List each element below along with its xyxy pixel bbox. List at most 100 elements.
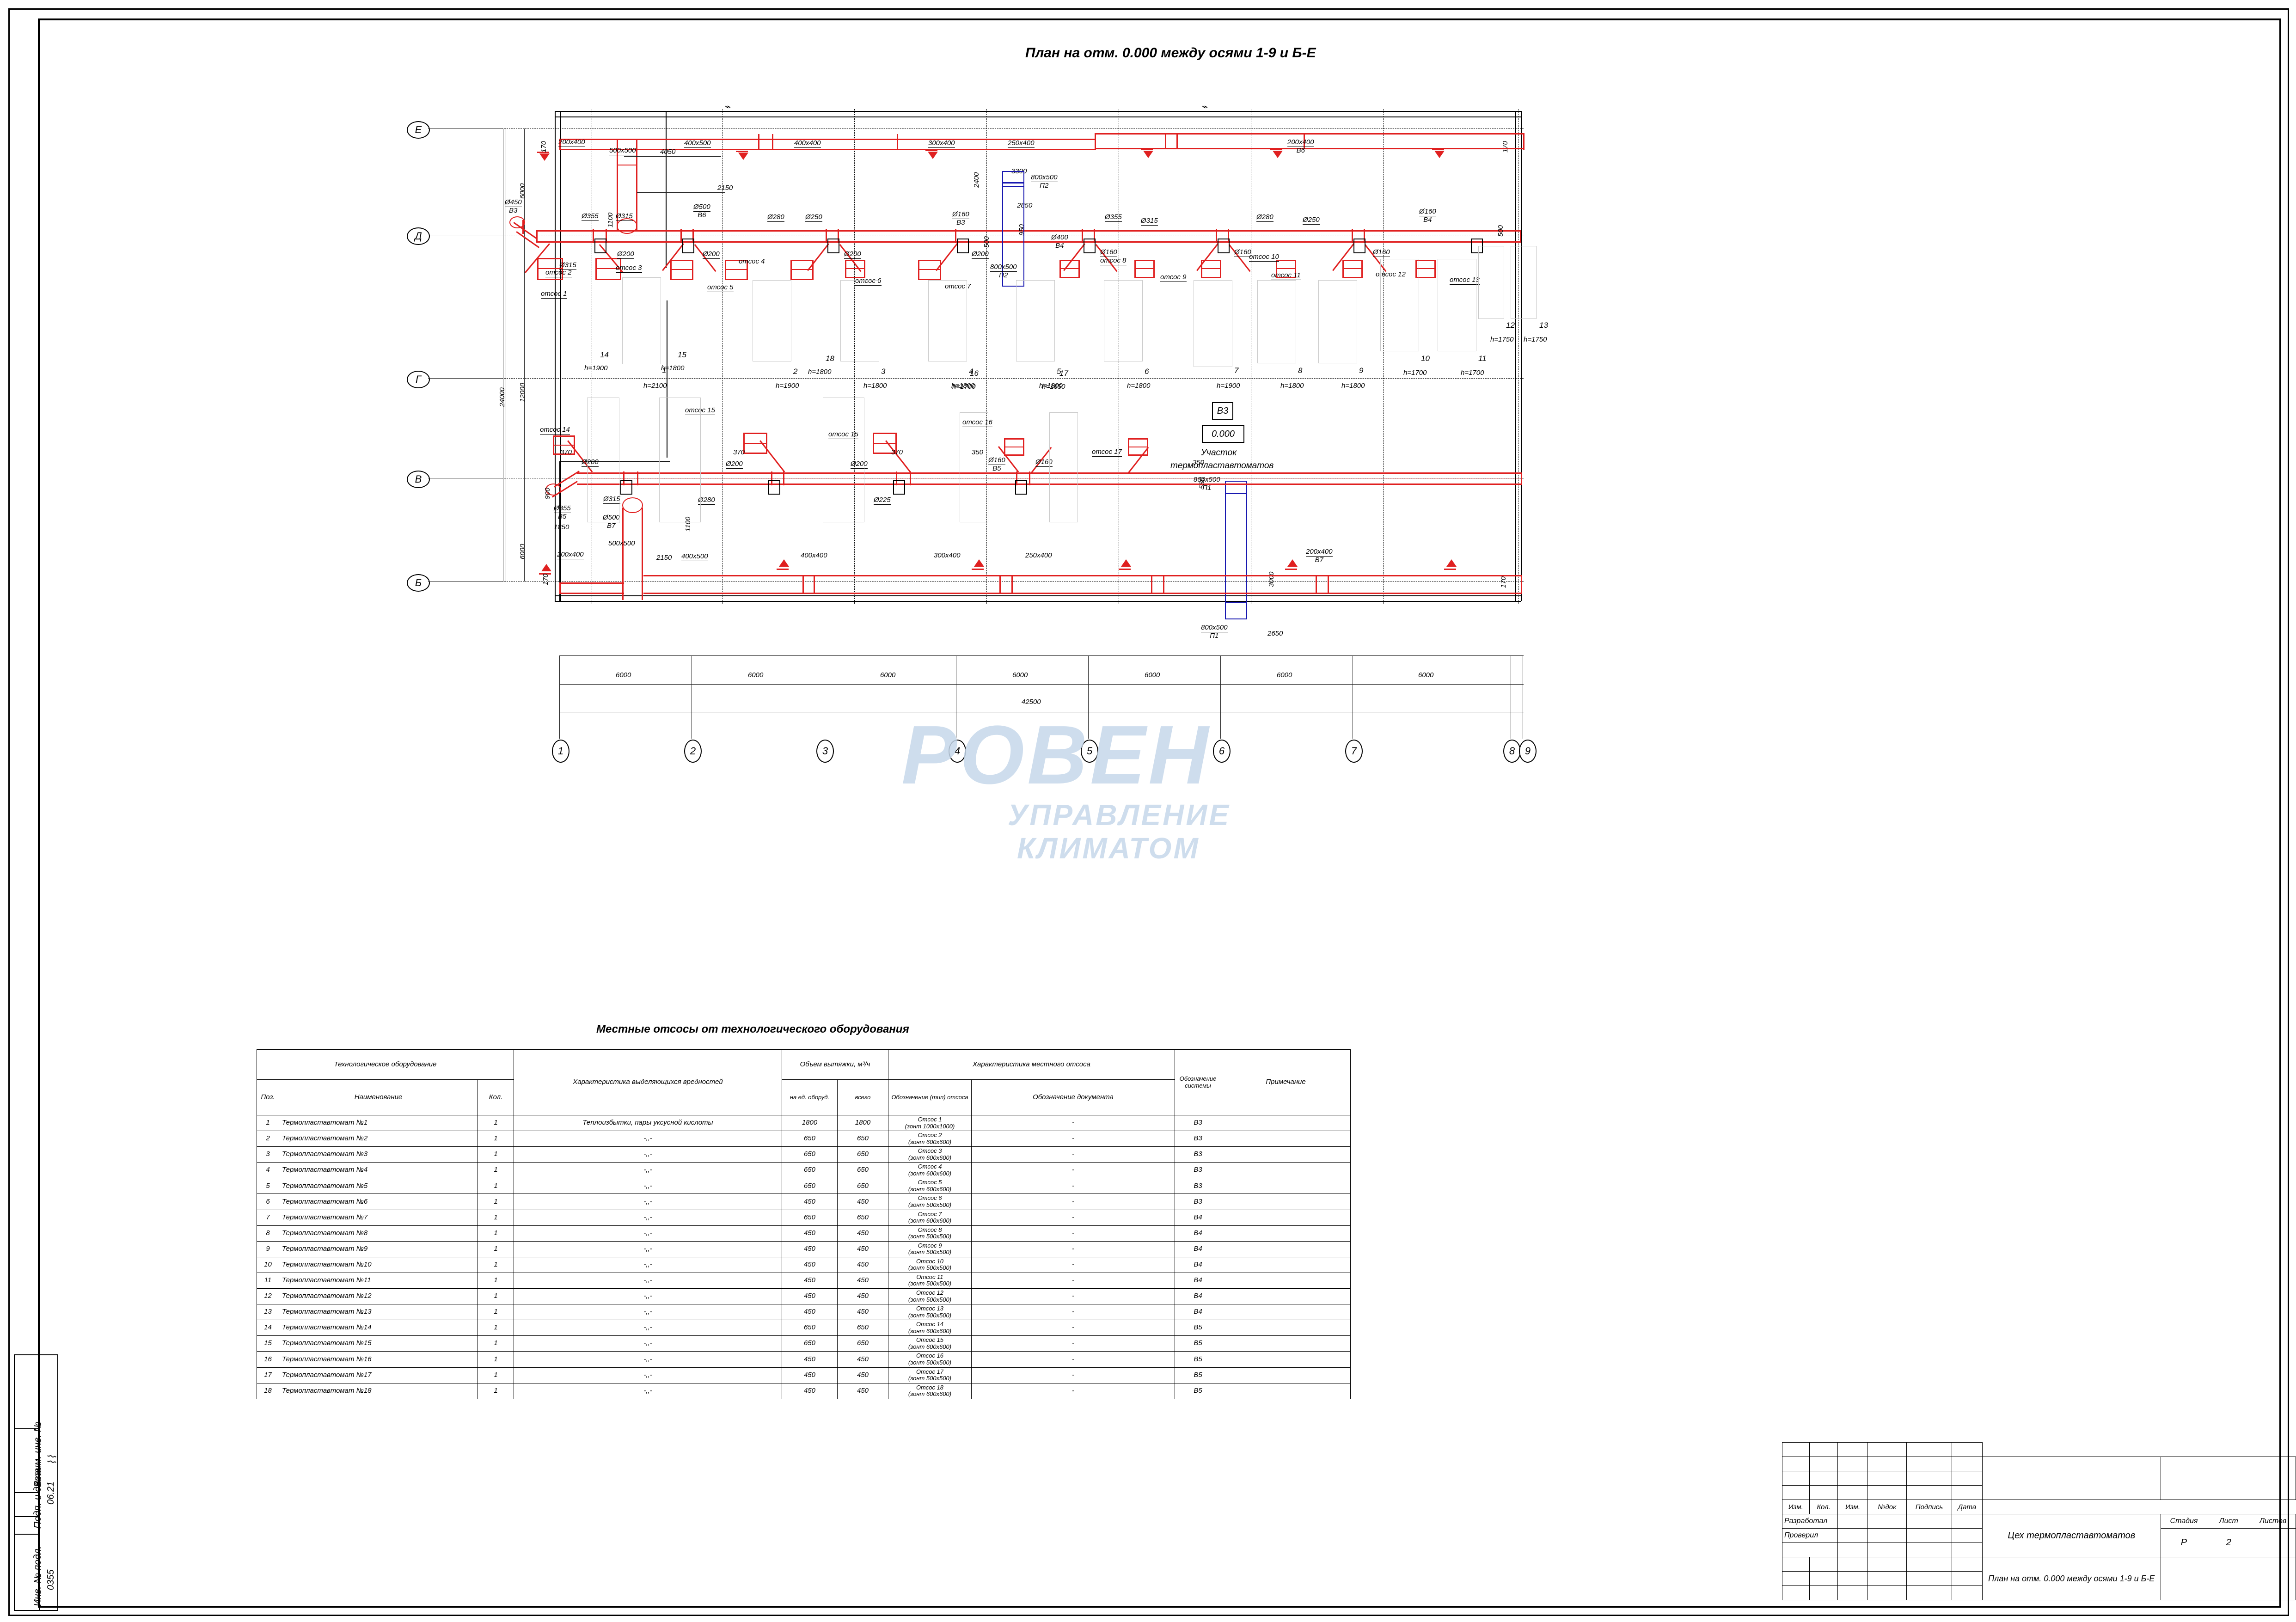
cell-total: 650 (837, 1335, 888, 1352)
duct-system: В6 (1296, 146, 1305, 154)
cell-type: Отсос 3 (зонт 600х600) (888, 1146, 972, 1163)
dim-530: 530 (1198, 477, 1206, 489)
cell-name: Термопластавтомат №3 (279, 1146, 478, 1163)
cell-name: Термопластавтомат №8 (279, 1225, 478, 1242)
cell-doc: - (971, 1209, 1175, 1226)
cell-per-unit: 450 (782, 1256, 838, 1273)
cell-name: Термопластавтомат №18 (279, 1383, 478, 1399)
stage-value: Р (2160, 1528, 2208, 1557)
equipment-h-11: h=1700 (1461, 369, 1484, 377)
sheet-frame-outer (8, 8, 2289, 1616)
duct-label-800x500-p2-top: 800x500 П2 (1031, 173, 1058, 190)
cell-system: В3 (1175, 1131, 1221, 1147)
cell-name: Термопластавтомат №9 (279, 1241, 478, 1257)
duct-label-355-v5: Ø355 В5 (554, 504, 571, 521)
cell-harm: -,,- (514, 1162, 782, 1179)
dim-3000: 3000 (1267, 571, 1275, 587)
equipment-box-8 (1257, 280, 1296, 363)
cell-type: Отсос 18 (зонт 600х600) (888, 1383, 972, 1399)
equipment-num-12: 12 (1506, 321, 1515, 330)
table-row: 15 Термопластавтомат №15 1 -,,- 650 650 Отсос … (257, 1335, 1351, 1352)
cell-doc: - (971, 1131, 1175, 1147)
duct-label-280-a: Ø280 (767, 213, 784, 222)
duct-system: В5 (558, 512, 567, 520)
dim-900: 900 (544, 487, 551, 499)
cell-doc: - (971, 1320, 1175, 1336)
cell-note (1221, 1320, 1351, 1336)
cell-pos: 4 (257, 1162, 279, 1179)
th-local-group: Характеристика местного отсоса (888, 1049, 1175, 1080)
cell-doc: - (971, 1335, 1175, 1352)
hood-8 (1059, 260, 1080, 278)
cell-type-line2: (зонт 500х500) (908, 1280, 952, 1287)
equipment-h-15: h=1800 (661, 364, 685, 372)
cell-name: Термопластавтомат №14 (279, 1320, 478, 1336)
cell-type-line2: (зонт 600х600) (908, 1327, 952, 1334)
callout-otsos-5: отсос 5 (707, 283, 734, 292)
cell-pos: 7 (257, 1209, 279, 1226)
duct-size: Ø160 (1419, 208, 1436, 216)
table-row: 1 Термопластавтомат №1 1 Теплоизбытки, пары… (257, 1114, 1351, 1132)
equipment-h-6: h=1800 (1127, 382, 1151, 390)
cell-total: 450 (837, 1225, 888, 1242)
cell-type-line1: Отсос 10 (916, 1257, 944, 1265)
cell-type-line2: (зонт 600х600) (908, 1390, 952, 1398)
callout-otsos-8: отсос 8 (1100, 257, 1127, 265)
axis-bubble-2: 2 (684, 740, 702, 763)
cell-qty: 1 (478, 1131, 514, 1147)
table-row: 3 Термопластавтомат №3 1 -,,- 650 650 Отсос 3(… (257, 1146, 1351, 1163)
axis-bubble-B: Б (407, 574, 430, 592)
cell-system: В3 (1175, 1194, 1221, 1210)
cell-pos: 14 (257, 1320, 279, 1336)
cell-type-line1: Отсос 9 (918, 1242, 942, 1249)
cell-name: Термопластавтомат №2 (279, 1131, 478, 1147)
cell-note (1221, 1335, 1351, 1352)
equipment-h-3: h=1800 (863, 382, 887, 390)
cell-harm: -,,- (514, 1351, 782, 1368)
equipment-num-18: 18 (826, 354, 834, 363)
duct-size: 800x500 (990, 263, 1017, 272)
cell-total: 450 (837, 1241, 888, 1257)
cell-type-line1: Отсос 11 (916, 1273, 943, 1280)
cell-qty: 1 (478, 1146, 514, 1163)
equipment-num-7: 7 (1234, 366, 1239, 375)
hdim-span-2: 6000 (748, 671, 764, 679)
cell-note (1221, 1131, 1351, 1147)
equipment-box-1 (622, 277, 661, 364)
cell-per-unit: 450 (782, 1351, 838, 1368)
callout-otsos-15b: отсос 15 (828, 430, 858, 439)
cell-doc: - (971, 1114, 1175, 1132)
callout-otsos-10: отсос 10 (1249, 253, 1279, 262)
duct-label-500-v6: Ø500 В6 (693, 203, 710, 220)
cell-total: 450 (837, 1272, 888, 1289)
equipment-box-3 (840, 280, 879, 361)
dim-170-botleft: 170 (542, 573, 550, 585)
dim-370-b: 370 (733, 448, 745, 456)
cell-type: Отсос 13 (зонт 500х500) (888, 1304, 972, 1321)
cell-per-unit: 650 (782, 1162, 838, 1179)
duct-label-bot-0: 200x400 (557, 551, 584, 559)
cell-total: 450 (837, 1194, 888, 1210)
cell-system: В4 (1175, 1241, 1221, 1257)
hdim-total: 42500 (1022, 698, 1041, 706)
equipment-num-16: 16 (970, 369, 979, 378)
cell-note (1221, 1162, 1351, 1179)
rev-head-kol: Кол. (1809, 1500, 1838, 1514)
duct-label-top-3: 400x400 (794, 139, 821, 148)
equipment-box-10 (1380, 259, 1419, 351)
callout-otsos-9: отсос 9 (1160, 273, 1187, 282)
zone-title-line1: Участок (1201, 448, 1237, 458)
axis-bubble-D: Д (407, 227, 430, 245)
equipment-num-5: 5 (1057, 367, 1061, 376)
callout-otsos-7: отсос 7 (945, 282, 971, 291)
cell-type-line2: (зонт 500х500) (908, 1201, 952, 1209)
rev-head-izm2: Изм. (1837, 1500, 1868, 1514)
th-pos: Поз. (257, 1079, 279, 1115)
cell-total: 450 (837, 1383, 888, 1399)
cell-type-line1: Отсос 7 (918, 1210, 942, 1218)
cell-note (1221, 1383, 1351, 1399)
vdim-e-d: 6000 (519, 183, 527, 199)
cell-harm: -,,- (514, 1225, 782, 1242)
cell-system: В5 (1175, 1351, 1221, 1368)
duct-label-800x500-p1-bot: 800x500 П1 (1201, 624, 1228, 640)
